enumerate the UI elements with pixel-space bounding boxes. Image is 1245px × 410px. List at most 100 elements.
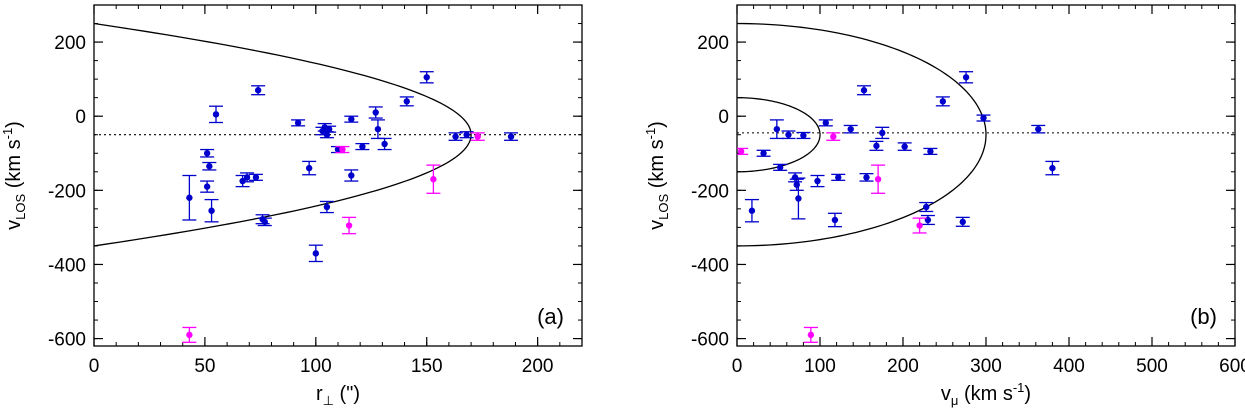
data-point [323, 203, 331, 211]
x-tick-label: 200 [887, 356, 919, 377]
data-point [1035, 125, 1042, 133]
data-point [822, 119, 830, 127]
data-point [206, 163, 213, 170]
x-tick-label: 100 [300, 356, 332, 377]
data-point [305, 164, 313, 172]
y-tick-label: 200 [697, 33, 729, 54]
y-axis-title: vLOS (km s-1) [643, 121, 671, 230]
y-axis-title: vLOS (km s-1) [0, 121, 28, 230]
model-curve [737, 97, 821, 173]
data-point [239, 177, 246, 185]
x-tick-label: 200 [522, 356, 554, 377]
data-point [1049, 164, 1056, 172]
data-point [381, 140, 388, 148]
data-point [403, 98, 410, 105]
data-point [901, 143, 908, 150]
data-point [345, 222, 353, 229]
data-point [474, 133, 481, 140]
data-point [372, 109, 379, 116]
data-point [212, 111, 220, 118]
y-tick-label: 0 [75, 107, 86, 128]
data-point [261, 218, 268, 226]
data-point [807, 331, 815, 339]
data-point [325, 125, 333, 133]
data-point [208, 207, 215, 214]
panel-a: 0 50 100 150 200 -600 -400 -200 0 200 r⊥ (") vLOS (… [0, 4, 583, 408]
x-tick-label: 50 [194, 356, 215, 377]
data-point [430, 176, 437, 183]
x-tick-label: 500 [1136, 356, 1168, 377]
y-tick-label: 200 [54, 33, 86, 54]
y-tick-label: -200 [691, 181, 729, 202]
data-point [927, 148, 934, 155]
data-point [860, 87, 868, 94]
data-point [334, 146, 342, 153]
data-point [312, 250, 320, 257]
data-point [186, 194, 193, 201]
data-point [203, 150, 211, 157]
data-point [785, 131, 792, 138]
data-point [980, 114, 987, 122]
data-point [873, 142, 880, 150]
panel-tag: (b) [1190, 304, 1217, 329]
data-point [254, 87, 262, 94]
y-tick-label: -600 [48, 330, 86, 351]
data-point [795, 195, 802, 202]
model-curve [737, 22, 987, 247]
data-point [776, 164, 784, 171]
plot-frame [93, 4, 583, 347]
data-point [423, 74, 430, 81]
panel-b: 0 100 200 300 400 500 600 -600 -400 -200 0 200 vμ (k… [643, 4, 1245, 408]
data-point [923, 203, 930, 211]
data-point [463, 131, 470, 138]
data-point [814, 177, 821, 185]
y-tick-label: -600 [691, 330, 729, 351]
data-point [243, 174, 251, 181]
x-tick-label: 0 [732, 356, 743, 377]
x-tick-label: 400 [1053, 356, 1085, 377]
data-point [939, 98, 947, 105]
data-point [748, 207, 756, 214]
data-point [760, 150, 767, 157]
x-tick-label: 0 [89, 356, 100, 377]
data-point [507, 133, 515, 140]
data-point [323, 131, 331, 138]
data-point [800, 132, 807, 139]
data-point [874, 176, 882, 183]
data-point [203, 183, 211, 190]
data-point [835, 174, 842, 181]
data-point [359, 143, 366, 150]
data-point [348, 172, 355, 179]
plot-content [737, 22, 1235, 343]
data-point [773, 125, 781, 133]
y-tick-label: -200 [48, 181, 86, 202]
y-tick-label: -400 [691, 255, 729, 276]
data-point [294, 119, 302, 127]
y-tick-label: -400 [48, 255, 86, 276]
data-point [348, 115, 355, 123]
x-axis-title: vμ (km s-1) [941, 380, 1031, 408]
data-point [959, 218, 966, 226]
data-point [252, 174, 260, 181]
plot-content [94, 22, 582, 343]
x-tick-label: 100 [804, 356, 836, 377]
x-tick-label: 600 [1219, 356, 1245, 377]
data-point [830, 133, 837, 140]
data-point [962, 74, 970, 81]
x-axis-title: r⊥ (") [316, 383, 360, 408]
data-point [452, 133, 459, 140]
data-point [847, 125, 854, 133]
data-point [916, 222, 923, 229]
data-point [737, 148, 745, 155]
data-point [831, 216, 839, 224]
x-tick-label: 300 [970, 356, 1002, 377]
data-point [339, 146, 346, 153]
data-point [879, 129, 886, 137]
data-point [863, 174, 870, 181]
y-tick-label: 0 [718, 107, 729, 128]
panel-tag: (a) [537, 304, 564, 329]
data-point [186, 331, 193, 339]
x-tick-label: 150 [411, 356, 443, 377]
model-curve [94, 22, 472, 247]
